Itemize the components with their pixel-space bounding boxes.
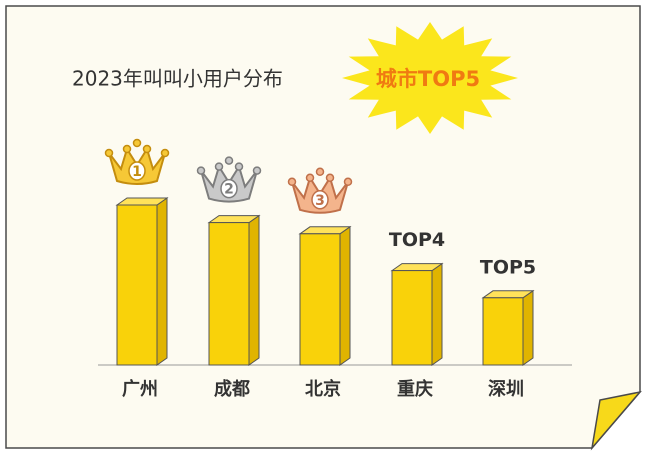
bar-side: [522, 289, 534, 366]
bar-group: [115, 197, 169, 366]
rank-label: TOP5: [480, 256, 536, 278]
crown-jewel: [343, 177, 353, 187]
crown-jewel: [214, 162, 224, 171]
rank-label: 3: [315, 193, 325, 209]
chart-title: 2023年叫叫小用户分布: [72, 67, 283, 91]
crown-jewel: [287, 177, 297, 187]
bar-group: [481, 289, 535, 366]
rank-label: 2: [224, 182, 234, 198]
x-tick-label: 重庆: [397, 378, 433, 400]
bar-group: [207, 214, 261, 366]
highlight: 城市TOP5: [376, 67, 480, 91]
starburst-shape: [342, 22, 518, 134]
starburst: [342, 22, 518, 134]
crown-jewel: [305, 173, 315, 183]
bar-side: [156, 197, 168, 366]
bar: [116, 204, 158, 366]
crown-jewel: [224, 156, 234, 165]
crown-jewel: [132, 138, 142, 148]
crown-badge: [311, 190, 329, 210]
bar: [299, 233, 341, 366]
bar: [208, 222, 250, 366]
bar-side: [248, 214, 260, 366]
crown-jewel: [325, 173, 335, 183]
bar-side: [431, 262, 443, 366]
folded-corner: [590, 390, 642, 451]
bar: [391, 270, 433, 366]
crown-badge: [220, 178, 238, 199]
rank-label: 1: [132, 164, 142, 180]
crown-jewel: [252, 166, 262, 175]
bar-group: [298, 225, 352, 366]
crown-badge: [128, 161, 146, 181]
crown-jewel: [104, 148, 114, 158]
crown-jewel: [315, 167, 325, 177]
crown-jewel: [122, 144, 132, 154]
crown-jewel: [160, 148, 170, 158]
crown-jewel: [196, 166, 206, 175]
bar: [482, 297, 524, 366]
x-tick-label: 广州: [122, 378, 158, 400]
rank-label: TOP4: [389, 229, 445, 251]
crown-jewel: [142, 144, 152, 154]
x-tick-label: 深圳: [488, 378, 524, 400]
bar-group: [390, 262, 444, 366]
x-tick-label: 北京: [305, 378, 341, 400]
crown-jewel: [234, 162, 244, 171]
bar-side: [339, 225, 351, 366]
x-tick-label: 成都: [214, 378, 250, 400]
